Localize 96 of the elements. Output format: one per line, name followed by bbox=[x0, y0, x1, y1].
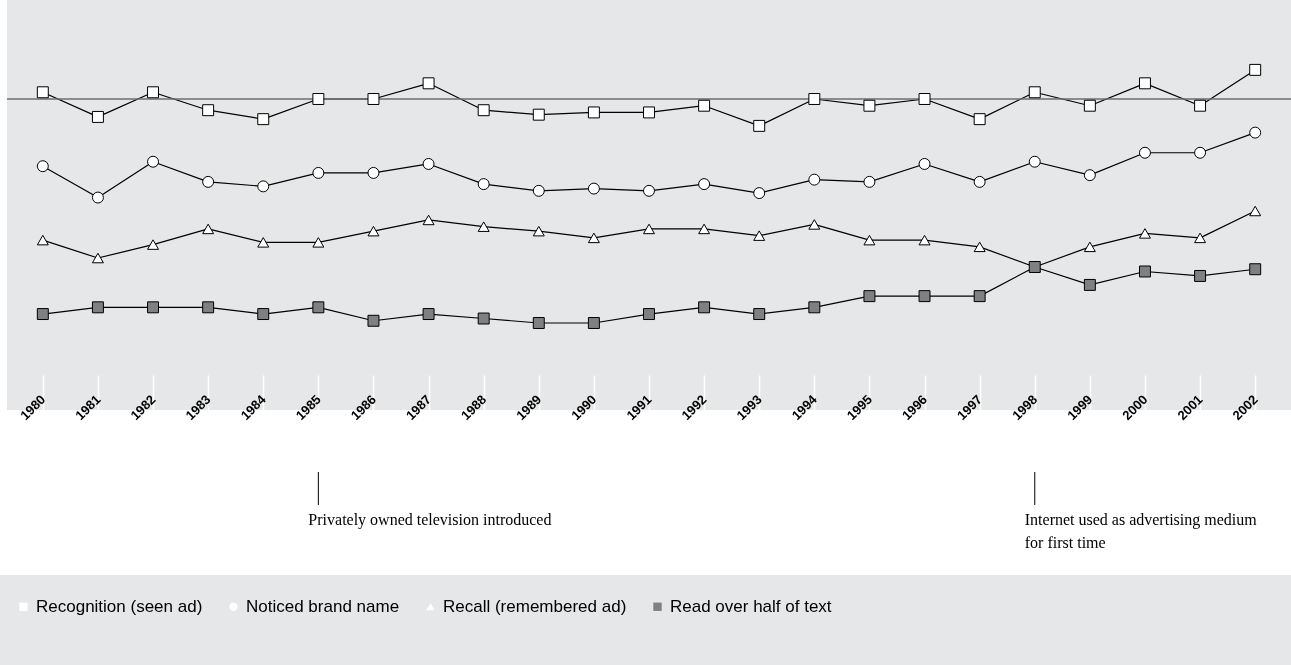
point bbox=[753, 119, 766, 132]
legend-label: Read over half of text bbox=[670, 596, 832, 616]
legend-label: Recognition (seen ad) bbox=[36, 596, 203, 616]
point bbox=[1138, 265, 1151, 278]
point bbox=[422, 308, 435, 321]
point bbox=[1249, 205, 1262, 217]
point bbox=[643, 223, 655, 235]
point bbox=[422, 214, 435, 226]
point bbox=[1249, 126, 1262, 139]
point bbox=[312, 166, 325, 179]
point bbox=[587, 106, 600, 119]
point bbox=[1083, 99, 1096, 112]
legend-label: Recall (remembered ad) bbox=[443, 596, 627, 616]
ref-line-label: Internet used as advertising medium for first time bbox=[1024, 511, 1258, 551]
point bbox=[477, 312, 490, 325]
point bbox=[1138, 228, 1151, 239]
point bbox=[202, 104, 215, 117]
point bbox=[973, 113, 986, 126]
point bbox=[808, 219, 821, 230]
point bbox=[863, 234, 876, 246]
point bbox=[36, 234, 49, 246]
point bbox=[1249, 263, 1262, 276]
point bbox=[202, 223, 215, 235]
point bbox=[918, 93, 931, 105]
point bbox=[587, 232, 600, 244]
point bbox=[532, 225, 545, 237]
point bbox=[1028, 86, 1041, 99]
point bbox=[587, 182, 600, 195]
point bbox=[91, 252, 104, 264]
point bbox=[863, 99, 876, 112]
point bbox=[91, 191, 104, 204]
point bbox=[91, 301, 104, 314]
point bbox=[1249, 63, 1262, 76]
point bbox=[367, 314, 380, 327]
point bbox=[147, 301, 160, 314]
point bbox=[587, 317, 600, 329]
point bbox=[643, 106, 655, 119]
point bbox=[1028, 155, 1041, 168]
point bbox=[753, 308, 766, 321]
point bbox=[91, 110, 104, 123]
point bbox=[698, 301, 711, 314]
point bbox=[312, 237, 325, 248]
point bbox=[1138, 146, 1151, 159]
point bbox=[1083, 278, 1096, 291]
point bbox=[367, 93, 380, 105]
point bbox=[643, 184, 655, 197]
point bbox=[532, 184, 545, 197]
point bbox=[973, 241, 986, 253]
point bbox=[312, 301, 325, 314]
point bbox=[202, 175, 215, 188]
point bbox=[36, 308, 49, 321]
point bbox=[753, 230, 766, 241]
point bbox=[367, 166, 380, 179]
point bbox=[973, 290, 986, 303]
point bbox=[1194, 99, 1207, 112]
point bbox=[257, 180, 270, 193]
point bbox=[202, 301, 215, 314]
ref-line-label: Privately owned television introduced bbox=[308, 511, 552, 529]
point bbox=[147, 239, 160, 250]
point bbox=[1138, 77, 1151, 90]
point bbox=[147, 86, 160, 99]
point bbox=[1083, 241, 1096, 253]
point bbox=[918, 234, 931, 246]
point bbox=[257, 308, 270, 321]
point bbox=[36, 86, 49, 99]
point bbox=[698, 223, 711, 235]
point bbox=[477, 104, 490, 117]
point bbox=[312, 93, 325, 105]
point bbox=[36, 160, 49, 173]
point bbox=[257, 113, 270, 126]
point bbox=[698, 178, 711, 191]
point bbox=[698, 99, 711, 112]
point bbox=[808, 173, 821, 186]
point bbox=[863, 290, 876, 303]
point bbox=[973, 175, 986, 188]
point bbox=[863, 175, 876, 188]
point bbox=[808, 93, 821, 105]
point bbox=[147, 155, 160, 168]
point bbox=[1083, 169, 1096, 182]
point bbox=[257, 237, 270, 248]
point bbox=[753, 187, 766, 200]
point bbox=[1194, 269, 1207, 282]
legend-label: Noticed brand name bbox=[246, 596, 400, 616]
point bbox=[918, 290, 931, 303]
point bbox=[918, 157, 931, 170]
point bbox=[367, 225, 380, 237]
point bbox=[422, 157, 435, 170]
point bbox=[532, 108, 545, 121]
point bbox=[477, 178, 490, 191]
point bbox=[808, 301, 821, 314]
point bbox=[1194, 146, 1207, 159]
point bbox=[532, 317, 545, 329]
point bbox=[422, 77, 435, 90]
point bbox=[1194, 232, 1207, 244]
point bbox=[477, 221, 490, 232]
point bbox=[643, 308, 655, 321]
